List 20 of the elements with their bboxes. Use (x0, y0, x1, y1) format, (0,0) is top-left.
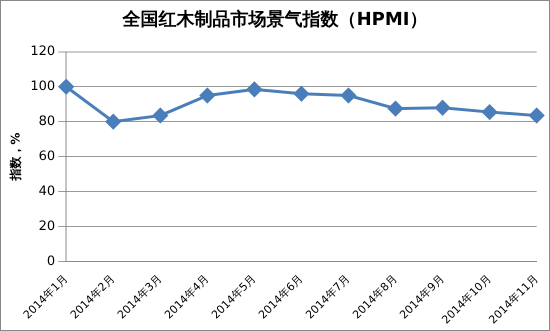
y-axis-title: 指数，% (8, 132, 22, 182)
point (388, 101, 404, 116)
chart-title: 全国红木制品市场景气指数（HPMI） (121, 8, 428, 31)
point (340, 88, 356, 103)
y-tick-label: 100 (30, 79, 56, 94)
point (58, 79, 74, 94)
point (529, 108, 544, 124)
point (435, 100, 450, 116)
point (106, 114, 121, 130)
y-tick-label: 0 (46, 254, 56, 269)
y-tick-label: 80 (38, 114, 56, 130)
point (482, 104, 498, 120)
point (294, 86, 309, 102)
y-tick-label: 40 (38, 184, 56, 199)
point (246, 82, 262, 97)
point (200, 88, 215, 103)
y-tick-label: 20 (38, 218, 56, 234)
y-tick-label: 120 (30, 44, 56, 60)
point (152, 108, 168, 124)
y-tick-label: 60 (38, 148, 56, 164)
